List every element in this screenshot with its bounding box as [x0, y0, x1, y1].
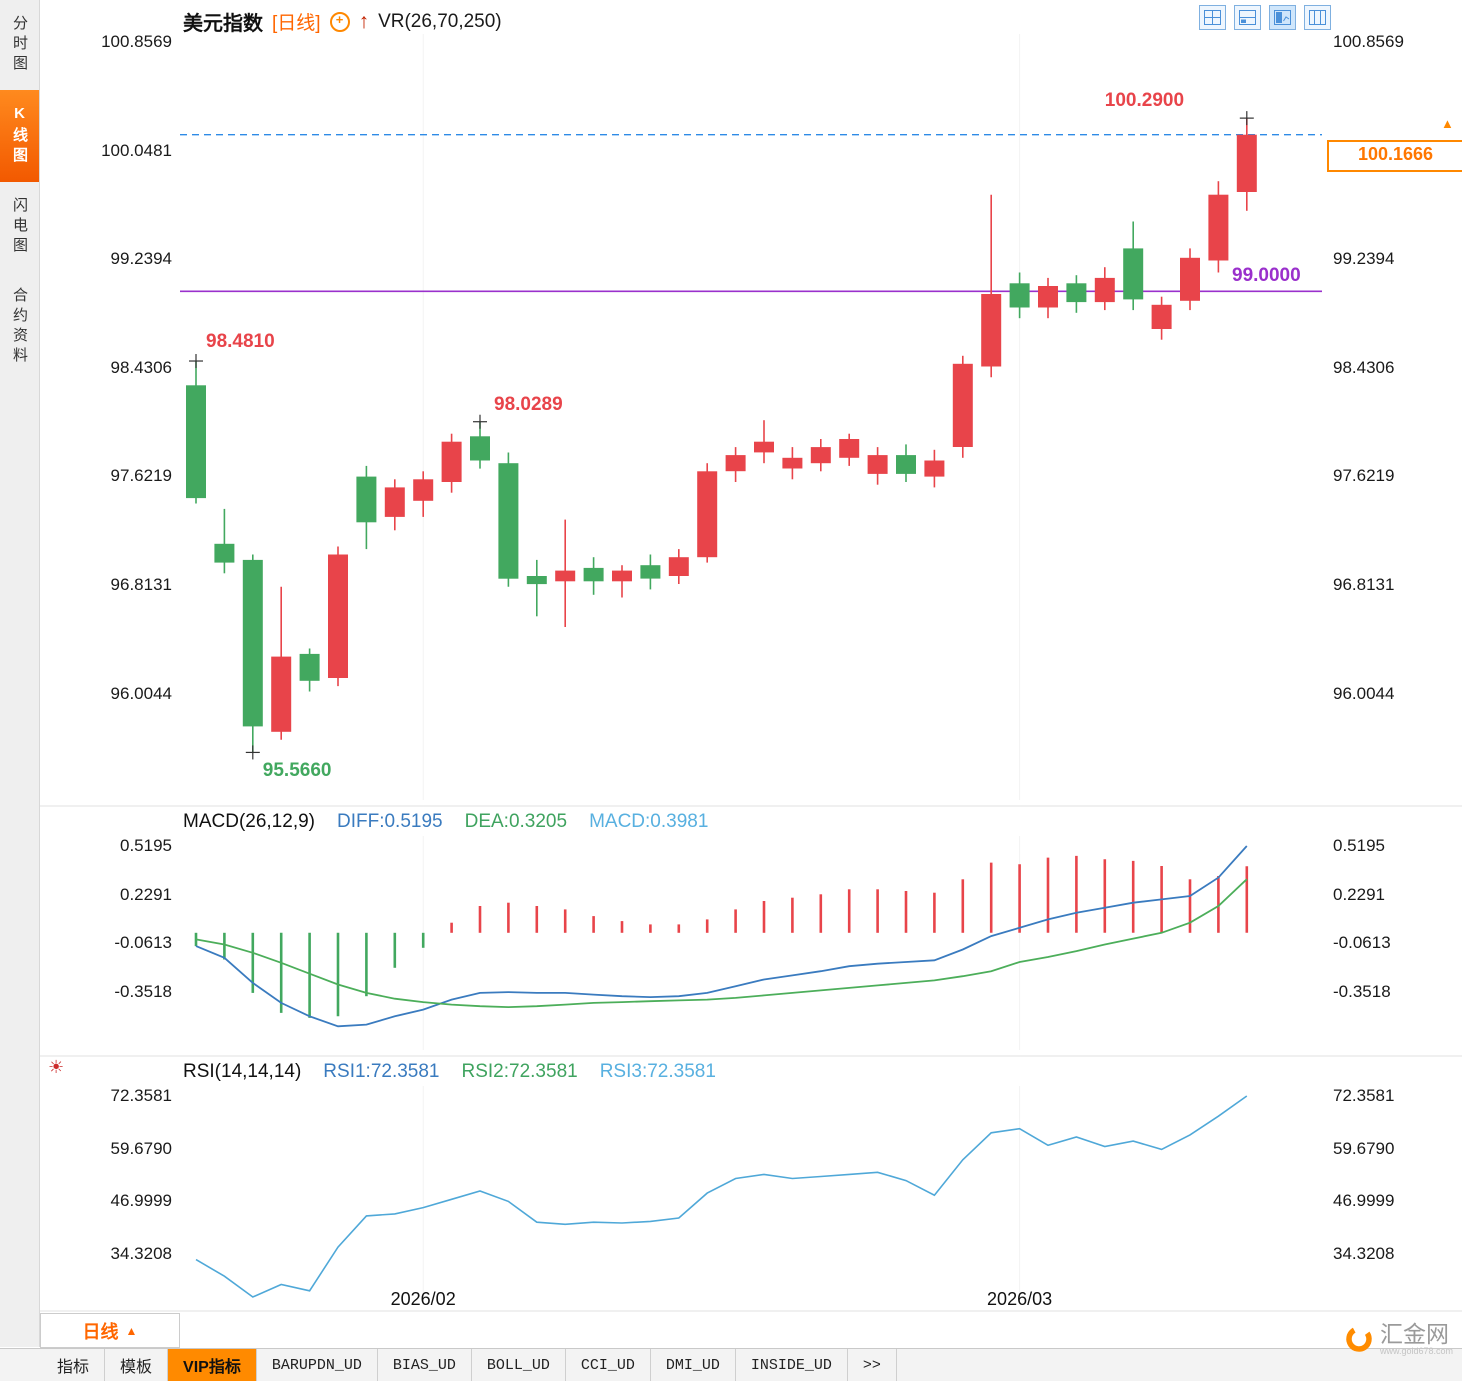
candle-body	[1066, 283, 1087, 303]
period-selector-label: 日线	[82, 1321, 119, 1342]
sidebar-item-label: 合约资料	[11, 287, 28, 367]
grid-layout-icon[interactable]	[1199, 5, 1226, 30]
vr-indicator-label: VR(26,70,250)	[378, 10, 502, 32]
rsi3-readout: RSI3:72.3581	[599, 1061, 716, 1082]
candle-body	[441, 441, 462, 482]
chart-header: 美元指数 [日线] + ↑ VR(26,70,250)	[183, 7, 502, 36]
macd-params-label: MACD(26,12,9)	[183, 811, 315, 832]
period-dropdown-arrow-icon: ▲	[125, 1323, 138, 1338]
chart-layout-icon[interactable]	[1269, 5, 1296, 30]
sidebar-item-contract-info[interactable]: 合约资料	[0, 272, 39, 382]
sidebar-item-label: 闪电图	[11, 197, 28, 257]
sidebar-item-time-chart[interactable]: 分时图	[0, 0, 39, 90]
tab-bias[interactable]: BIAS_UD	[378, 1349, 472, 1381]
candle-body	[413, 479, 434, 501]
period-selector-button[interactable]: 日线 ▲	[40, 1313, 180, 1348]
tab-more[interactable]: >>	[848, 1349, 897, 1381]
candle-body	[754, 441, 774, 453]
tab-barupdn[interactable]: BARUPDN_UD	[257, 1349, 378, 1381]
candle-body	[668, 557, 689, 576]
sidebar-item-lightning-chart[interactable]: 闪电图	[0, 182, 39, 272]
horizontal-line-price-label: 99.0000	[1232, 265, 1301, 286]
sun-icon: ☀	[48, 1057, 65, 1077]
watermark: 汇金网 www.gold678.com	[1344, 1322, 1453, 1356]
candle-body	[1151, 304, 1172, 329]
candle-body	[924, 460, 945, 477]
tab-templates[interactable]: 模板	[105, 1349, 169, 1381]
candle-body	[583, 567, 604, 582]
candle-body	[299, 653, 320, 681]
add-indicator-icon[interactable]: +	[329, 11, 350, 32]
candle-body	[981, 294, 1002, 367]
macd-diff-readout: DIFF:0.5195	[337, 811, 443, 832]
tab-indicators[interactable]: 指标	[42, 1349, 106, 1381]
candle-body	[952, 363, 973, 447]
tab-inside[interactable]: INSIDE_UD	[736, 1349, 848, 1381]
candle-body	[328, 554, 348, 678]
rsi-params-label: RSI(14,14,14)	[183, 1061, 302, 1082]
macd-header: MACD(26,12,9) DIFF:0.5195 DEA:0.3205 MAC…	[183, 811, 708, 833]
sidebar-item-kline-chart[interactable]: K线图	[0, 90, 39, 182]
candle-body	[896, 455, 916, 474]
candle-body	[810, 447, 831, 464]
candle-body	[612, 570, 632, 582]
layout-toolbar	[1199, 5, 1331, 30]
macd-diff-line	[195, 845, 1248, 1028]
candle-body	[214, 543, 235, 563]
candle-body	[1094, 277, 1115, 303]
candle-body	[1236, 134, 1257, 192]
candle-body	[839, 439, 860, 458]
candle-body	[498, 463, 519, 579]
candle-body	[470, 436, 490, 461]
candle-body	[725, 455, 746, 472]
sidebar-item-label: K线图	[11, 105, 28, 167]
tab-boll[interactable]: BOLL_UD	[472, 1349, 566, 1381]
tab-dmi[interactable]: DMI_UD	[651, 1349, 736, 1381]
macd-dea-readout: DEA:0.3205	[464, 811, 568, 832]
trend-up-arrow-icon: ↑	[358, 10, 370, 33]
period-label: [日线]	[272, 13, 321, 34]
indicator-tab-bar: 指标 模板 VIP指标 BARUPDN_UD BIAS_UD BOLL_UD CCI_UD D…	[0, 1348, 1462, 1381]
last-price-tag: 100.1666	[1327, 140, 1462, 172]
candle-body	[697, 471, 718, 558]
candle-body	[640, 565, 661, 579]
candle-body	[782, 457, 803, 469]
column-layout-icon[interactable]	[1304, 5, 1331, 30]
split-layout-icon[interactable]	[1234, 5, 1261, 30]
candle-body	[1180, 257, 1200, 301]
candle-body	[242, 559, 263, 727]
sidebar-item-label: 分时图	[11, 15, 28, 75]
candle-body	[1038, 286, 1058, 308]
candle-body	[356, 476, 377, 523]
macd-macd-readout: MACD:0.3981	[589, 811, 709, 832]
symbol-title: 美元指数	[183, 13, 263, 35]
huijin-logo-icon	[1346, 1326, 1372, 1352]
candle-body	[1208, 194, 1229, 261]
tab-cci[interactable]: CCI_UD	[566, 1349, 651, 1381]
candle-body	[526, 576, 547, 585]
candle-body	[186, 385, 206, 499]
tab-vip-indicators[interactable]: VIP指标	[168, 1349, 257, 1381]
price-up-arrow-icon: ▲	[1441, 116, 1454, 131]
candle-body	[271, 656, 292, 732]
candle-body	[1123, 248, 1144, 300]
candle-body	[555, 570, 576, 582]
left-sidebar: 分时图 K线图 闪电图 合约资料	[0, 0, 40, 1347]
rsi2-readout: RSI2:72.3581	[461, 1061, 578, 1082]
rsi-line	[195, 1095, 1248, 1298]
watermark-url: www.gold678.com	[1380, 1346, 1454, 1356]
watermark-name: 汇金网	[1380, 1321, 1449, 1347]
candle-body	[867, 455, 888, 474]
candle-body	[384, 487, 405, 517]
candle-body	[1009, 283, 1030, 308]
watermark-text: 汇金网 www.gold678.com	[1380, 1322, 1453, 1356]
macd-dea-line	[195, 878, 1248, 1009]
rsi-header: RSI(14,14,14) RSI1:72.3581 RSI2:72.3581 …	[183, 1061, 716, 1083]
rsi1-readout: RSI1:72.3581	[323, 1061, 440, 1082]
